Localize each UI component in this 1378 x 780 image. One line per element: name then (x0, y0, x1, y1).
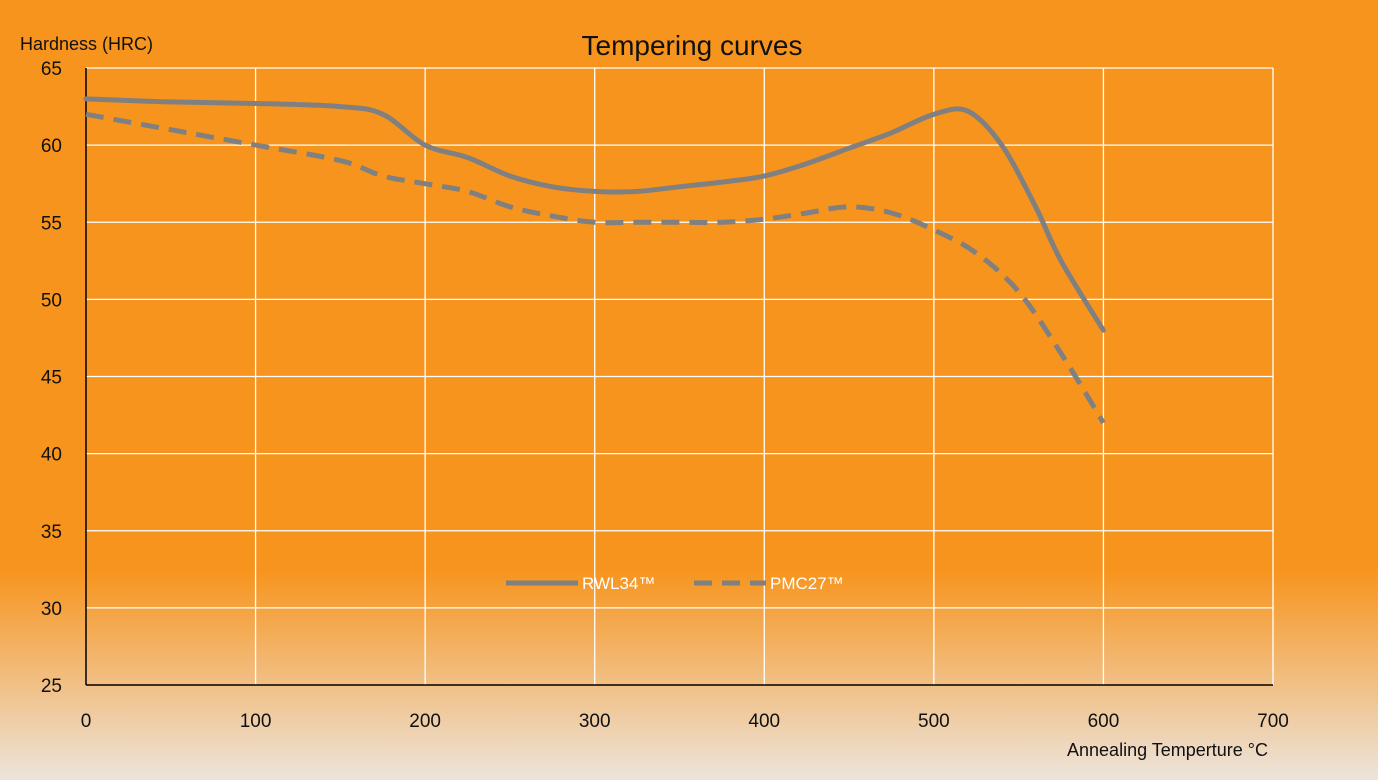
chart-title: Tempering curves (582, 30, 803, 61)
y-tick-label: 35 (41, 522, 62, 543)
x-tick-label: 100 (240, 711, 272, 732)
legend-label: RWL34™ (582, 574, 655, 593)
legend-label: PMC27™ (770, 574, 844, 593)
grid-lines (86, 67, 1274, 685)
tick-labels: 0 100 200 300 400 500 600 700 25 30 35 40 45 50 55 60 65 (41, 59, 1289, 732)
y-tick-label: 65 (41, 59, 62, 80)
x-axis-label: Annealing Temperture °C (1067, 740, 1268, 760)
series-lines (83, 96, 1106, 425)
y-tick-label: 50 (41, 290, 62, 311)
x-tick-label: 300 (579, 711, 611, 732)
y-tick-label: 40 (41, 445, 62, 466)
x-tick-label: 700 (1257, 711, 1289, 732)
x-tick-label: 400 (748, 711, 780, 732)
series-line-pmc27 (85, 111, 1106, 425)
series-line-rwl34 (83, 96, 1106, 333)
axes (85, 68, 1273, 686)
y-tick-label: 25 (41, 676, 62, 697)
x-tick-label: 200 (409, 711, 441, 732)
y-axis-label: Hardness (HRC) (20, 34, 153, 54)
y-tick-label: 55 (41, 213, 62, 234)
y-tick-label: 30 (41, 599, 62, 620)
x-tick-label: 500 (918, 711, 950, 732)
legend: RWL34™ PMC27™ (506, 574, 844, 593)
y-tick-label: 60 (41, 136, 62, 157)
x-tick-label: 600 (1088, 711, 1120, 732)
y-tick-label: 45 (41, 368, 62, 389)
x-tick-label: 0 (81, 711, 92, 732)
